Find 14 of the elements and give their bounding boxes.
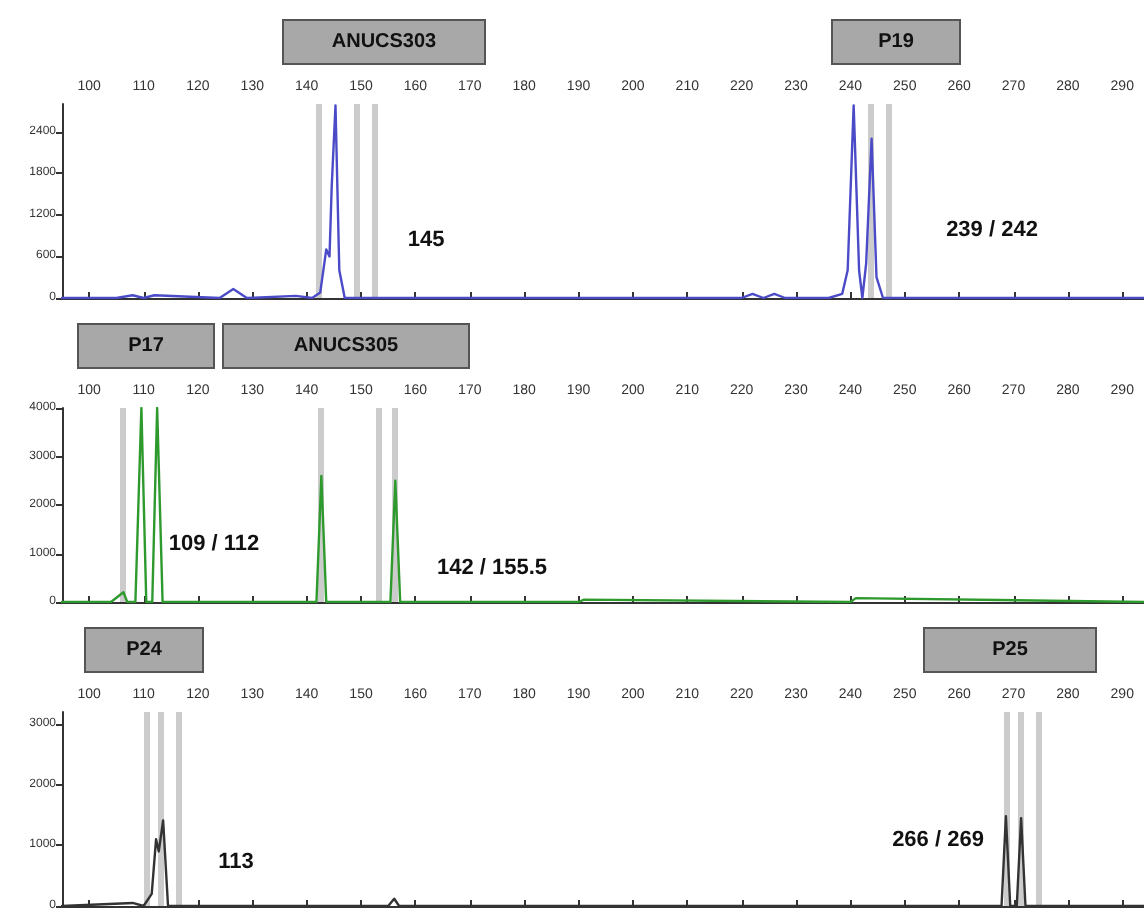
- annotation: 113: [218, 850, 254, 874]
- text: P19: [878, 31, 915, 53]
- annotation: 142 / 155.5: [436, 556, 548, 580]
- annotation: 266 / 269: [892, 828, 984, 852]
- annotation: 109 / 112: [168, 532, 260, 556]
- text: P24: [126, 639, 163, 661]
- line-series: [60, 104, 1144, 300]
- line-series: [60, 406, 1144, 604]
- annotation: 239 / 242: [946, 218, 1038, 242]
- text: ANUCS303: [331, 31, 438, 53]
- annotation: 145: [407, 228, 445, 252]
- text: P25: [992, 639, 1029, 661]
- text: P17: [128, 335, 165, 357]
- text: ANUCS305: [293, 335, 400, 357]
